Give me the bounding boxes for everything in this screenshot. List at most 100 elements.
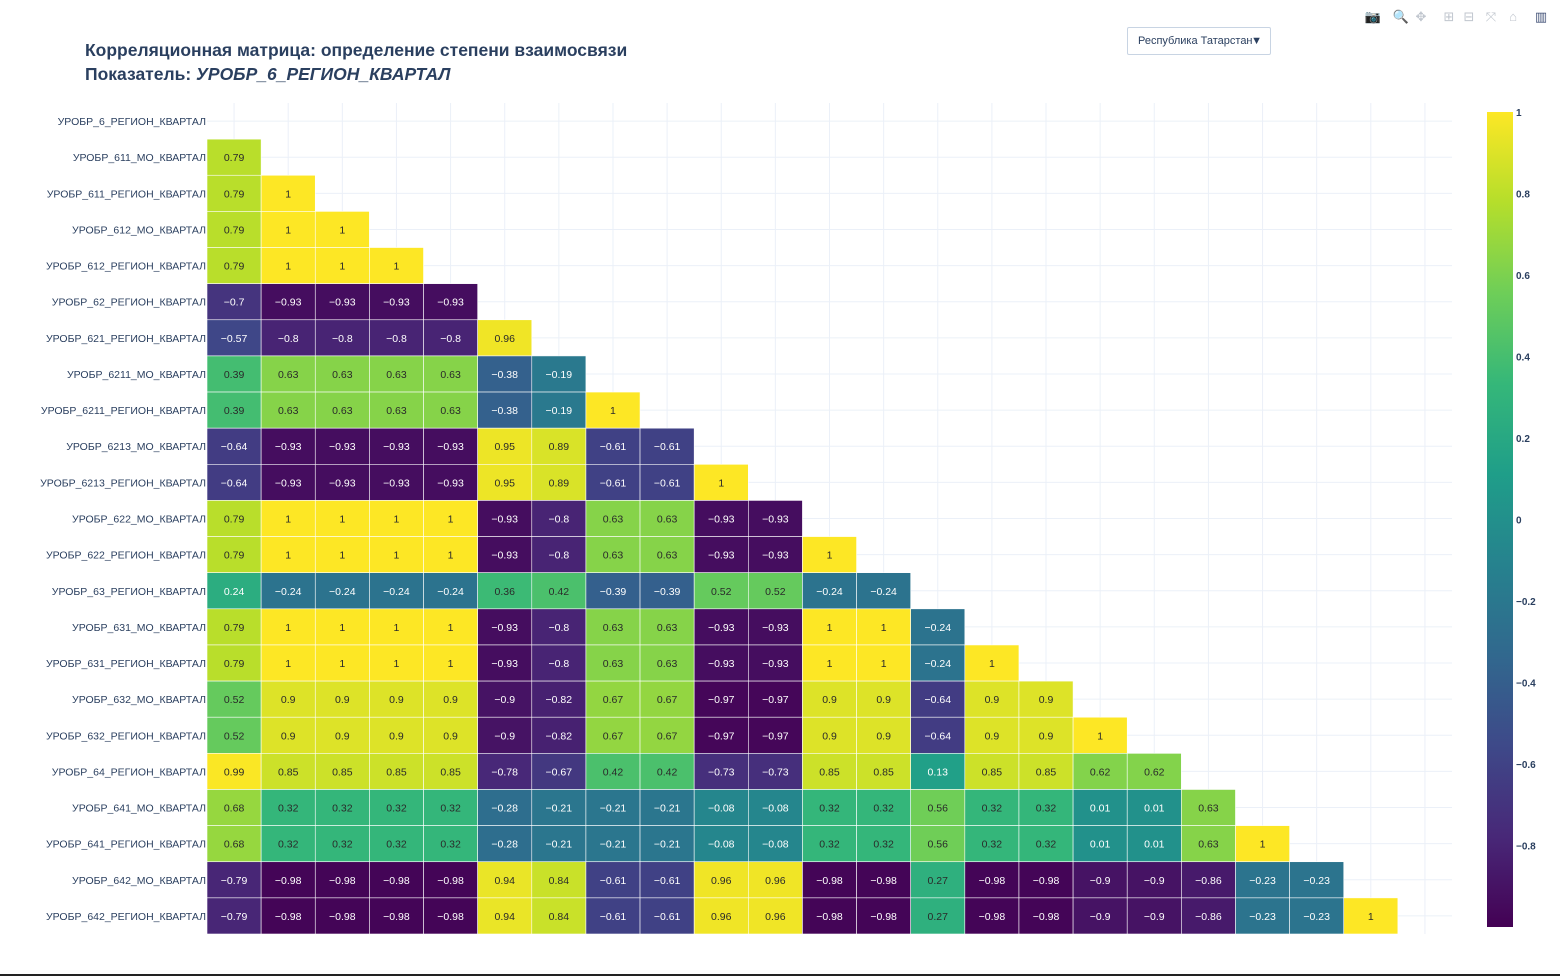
- heatmap-cell[interactable]: [477, 825, 533, 863]
- heatmap-cell[interactable]: [639, 825, 695, 863]
- heatmap-cell[interactable]: [802, 608, 857, 646]
- heatmap-cell[interactable]: [314, 536, 370, 573]
- heatmap-cell[interactable]: [260, 536, 316, 573]
- heatmap-cell[interactable]: [260, 789, 316, 826]
- heatmap-cell[interactable]: [260, 680, 316, 718]
- heatmap-cell[interactable]: [260, 897, 316, 935]
- pan-icon[interactable]: ✥: [1415, 9, 1427, 24]
- heatmap-cell[interactable]: [856, 716, 911, 754]
- heatmap-cell[interactable]: [1181, 861, 1236, 899]
- heatmap-cell[interactable]: [1072, 789, 1128, 826]
- heatmap-cell[interactable]: [693, 536, 749, 573]
- heatmap-cell[interactable]: [1018, 753, 1074, 790]
- heatmap-cell[interactable]: [639, 500, 695, 537]
- heatmap-cell[interactable]: [910, 644, 966, 682]
- heatmap-cell[interactable]: [531, 608, 587, 646]
- heatmap-cell[interactable]: [477, 464, 533, 501]
- heatmap-cell[interactable]: [260, 500, 316, 537]
- heatmap-cell[interactable]: [477, 680, 533, 718]
- heatmap-cell[interactable]: [748, 536, 803, 573]
- heatmap-cell[interactable]: [639, 680, 695, 718]
- heatmap-cell[interactable]: [1072, 861, 1128, 899]
- heatmap-cell[interactable]: [314, 355, 370, 393]
- heatmap-cell[interactable]: [369, 464, 424, 501]
- heatmap-cell[interactable]: [748, 572, 803, 610]
- heatmap-cell[interactable]: [423, 572, 478, 610]
- heatmap-cell[interactable]: [748, 680, 803, 718]
- heatmap-cell[interactable]: [639, 464, 695, 501]
- zoom-icon[interactable]: 🔍: [1392, 9, 1410, 24]
- heatmap-cell[interactable]: [423, 536, 478, 573]
- heatmap-cell[interactable]: [910, 716, 966, 754]
- heatmap-cell[interactable]: [477, 319, 533, 357]
- heatmap-cell[interactable]: [639, 753, 695, 790]
- region-dropdown[interactable]: Республика Татарстан ▼: [1127, 27, 1271, 55]
- heatmap-cell[interactable]: [964, 897, 1020, 935]
- heatmap-cell[interactable]: [910, 825, 966, 863]
- heatmap-cell[interactable]: [1181, 897, 1236, 935]
- heatmap-cell[interactable]: [260, 572, 316, 610]
- heatmap-cell[interactable]: [423, 391, 478, 429]
- heatmap-cell[interactable]: [856, 680, 911, 718]
- heatmap-cell[interactable]: [369, 897, 424, 935]
- heatmap-cell[interactable]: [369, 283, 424, 321]
- heatmap-cell[interactable]: [260, 716, 316, 754]
- heatmap-cell[interactable]: [585, 716, 641, 754]
- heatmap-cell[interactable]: [856, 753, 911, 790]
- heatmap-cell[interactable]: [802, 753, 857, 790]
- heatmap-cell[interactable]: [748, 753, 803, 790]
- heatmap-cell[interactable]: [639, 608, 695, 646]
- heatmap-cell[interactable]: [1126, 789, 1182, 826]
- heatmap-cell[interactable]: [314, 608, 370, 646]
- heatmap-cell[interactable]: [639, 536, 695, 573]
- heatmap-cell[interactable]: [369, 680, 424, 718]
- heatmap-cell[interactable]: [314, 897, 370, 935]
- heatmap-cell[interactable]: [1235, 861, 1290, 899]
- heatmap-cell[interactable]: [206, 753, 262, 790]
- heatmap-cell[interactable]: [856, 572, 911, 610]
- heatmap-cell[interactable]: [639, 789, 695, 826]
- heatmap-cell[interactable]: [206, 680, 262, 718]
- heatmap-cell[interactable]: [1072, 716, 1128, 754]
- heatmap-cell[interactable]: [206, 500, 262, 537]
- heatmap-cell[interactable]: [423, 680, 478, 718]
- heatmap-cell[interactable]: [260, 464, 316, 501]
- heatmap-cell[interactable]: [369, 608, 424, 646]
- heatmap-cell[interactable]: [260, 608, 316, 646]
- heatmap-cell[interactable]: [260, 211, 316, 248]
- heatmap-cell[interactable]: [531, 572, 587, 610]
- heatmap-cell[interactable]: [369, 716, 424, 754]
- zoom-out-icon[interactable]: ⊟: [1463, 9, 1475, 24]
- heatmap-cell[interactable]: [314, 861, 370, 899]
- heatmap-cell[interactable]: [531, 355, 587, 393]
- heatmap-cell[interactable]: [206, 861, 262, 899]
- heatmap-cell[interactable]: [693, 716, 749, 754]
- heatmap-cell[interactable]: [693, 753, 749, 790]
- heatmap-cell[interactable]: [369, 861, 424, 899]
- heatmap-cell[interactable]: [314, 319, 370, 357]
- heatmap-cell[interactable]: [423, 644, 478, 682]
- heatmap-cell[interactable]: [964, 716, 1020, 754]
- heatmap-cell[interactable]: [531, 500, 587, 537]
- heatmap-cell[interactable]: [639, 716, 695, 754]
- heatmap-cell[interactable]: [585, 500, 641, 537]
- heatmap-cell[interactable]: [639, 644, 695, 682]
- heatmap-cell[interactable]: [531, 753, 587, 790]
- zoom-in-icon[interactable]: ⊞: [1443, 9, 1455, 24]
- heatmap-cell[interactable]: [693, 644, 749, 682]
- heatmap-cell[interactable]: [585, 608, 641, 646]
- heatmap-cell[interactable]: [748, 644, 803, 682]
- heatmap-cell[interactable]: [531, 464, 587, 501]
- heatmap-cell[interactable]: [477, 500, 533, 537]
- heatmap-cell[interactable]: [314, 825, 370, 863]
- heatmap-cell[interactable]: [964, 861, 1020, 899]
- heatmap-cell[interactable]: [693, 789, 749, 826]
- heatmap-cell[interactable]: [369, 427, 424, 465]
- heatmap-cell[interactable]: [802, 644, 857, 682]
- heatmap-cell[interactable]: [260, 247, 316, 284]
- heatmap-cell[interactable]: [423, 897, 478, 935]
- heatmap-cell[interactable]: [423, 355, 478, 393]
- heatmap-cell[interactable]: [748, 897, 803, 935]
- heatmap-cell[interactable]: [423, 500, 478, 537]
- heatmap-cell[interactable]: [802, 897, 857, 935]
